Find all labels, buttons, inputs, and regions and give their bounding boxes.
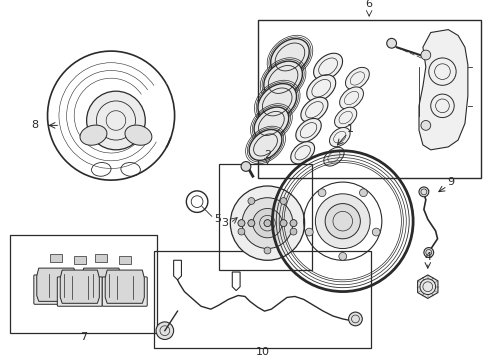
Ellipse shape — [290, 142, 314, 164]
Circle shape — [418, 187, 428, 197]
Circle shape — [238, 220, 244, 226]
Circle shape — [280, 198, 286, 204]
Circle shape — [247, 198, 254, 204]
Circle shape — [348, 312, 362, 326]
Ellipse shape — [323, 147, 344, 166]
Circle shape — [289, 220, 296, 226]
Text: 9: 9 — [447, 177, 454, 187]
Text: 10: 10 — [255, 347, 269, 357]
Ellipse shape — [258, 84, 296, 120]
Polygon shape — [37, 268, 76, 301]
Circle shape — [247, 220, 254, 226]
Ellipse shape — [339, 87, 363, 109]
Bar — [10, 235, 157, 333]
Circle shape — [156, 322, 173, 339]
FancyBboxPatch shape — [102, 277, 147, 306]
Ellipse shape — [253, 107, 288, 140]
Text: 3: 3 — [221, 218, 227, 228]
Circle shape — [230, 186, 304, 260]
Circle shape — [315, 194, 369, 248]
Bar — [74, 256, 85, 264]
Ellipse shape — [248, 130, 282, 160]
Circle shape — [420, 50, 430, 60]
Circle shape — [86, 91, 145, 150]
Ellipse shape — [313, 53, 342, 80]
Circle shape — [305, 228, 312, 236]
Ellipse shape — [306, 75, 335, 102]
Bar — [218, 165, 312, 270]
Circle shape — [238, 228, 244, 235]
Ellipse shape — [329, 127, 349, 147]
Bar — [257, 20, 480, 178]
FancyBboxPatch shape — [79, 275, 123, 304]
Circle shape — [264, 220, 270, 226]
Ellipse shape — [80, 125, 107, 145]
Circle shape — [318, 189, 325, 197]
Circle shape — [264, 220, 270, 226]
Circle shape — [386, 39, 396, 48]
Circle shape — [238, 220, 244, 226]
Ellipse shape — [295, 118, 321, 142]
Circle shape — [338, 252, 346, 260]
Ellipse shape — [263, 61, 302, 98]
FancyBboxPatch shape — [57, 277, 102, 306]
Circle shape — [242, 198, 292, 248]
Circle shape — [423, 248, 433, 257]
Circle shape — [264, 247, 270, 254]
Circle shape — [252, 208, 282, 238]
Polygon shape — [105, 270, 144, 303]
Text: 8: 8 — [32, 120, 39, 130]
Circle shape — [359, 189, 366, 197]
Polygon shape — [60, 270, 99, 303]
Circle shape — [420, 121, 430, 130]
Bar — [50, 255, 62, 262]
Circle shape — [241, 162, 250, 171]
Text: 7: 7 — [80, 332, 87, 342]
FancyBboxPatch shape — [34, 275, 79, 304]
Ellipse shape — [345, 67, 368, 90]
Circle shape — [371, 228, 379, 236]
Text: 1: 1 — [346, 124, 353, 134]
Bar — [154, 251, 370, 348]
Polygon shape — [81, 268, 121, 301]
Polygon shape — [417, 275, 437, 298]
Circle shape — [289, 228, 296, 235]
Bar — [95, 255, 107, 262]
Text: 4: 4 — [424, 252, 430, 262]
Ellipse shape — [300, 97, 327, 122]
Circle shape — [325, 204, 360, 239]
Polygon shape — [418, 30, 467, 150]
Text: 5: 5 — [214, 214, 221, 224]
Ellipse shape — [125, 125, 152, 145]
Ellipse shape — [334, 107, 356, 128]
Circle shape — [247, 220, 254, 226]
Circle shape — [289, 220, 296, 226]
Ellipse shape — [270, 39, 308, 75]
Text: 2: 2 — [264, 150, 270, 160]
Circle shape — [280, 220, 286, 226]
Text: 6: 6 — [365, 0, 372, 9]
Bar — [119, 256, 130, 264]
Circle shape — [280, 220, 286, 226]
